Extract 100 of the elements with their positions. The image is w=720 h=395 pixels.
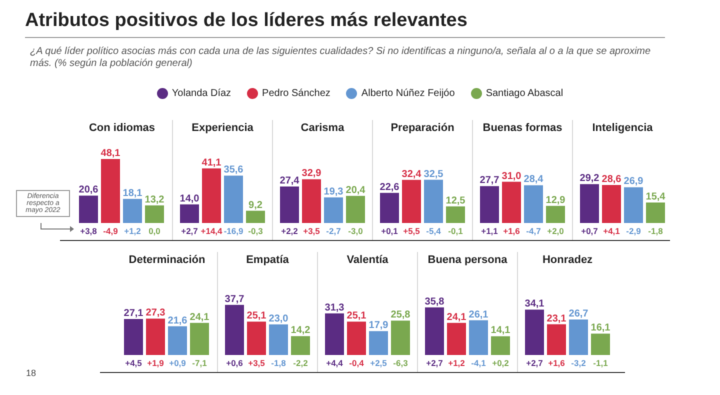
text: -2,2	[292, 358, 309, 368]
data-label: 25,1	[346, 310, 367, 322]
bar	[246, 210, 265, 223]
bar	[346, 196, 365, 223]
legend-label: Pedro Sánchez	[262, 88, 330, 99]
bar	[547, 324, 566, 355]
data-label: 18,1	[122, 188, 143, 199]
bar	[202, 168, 221, 223]
data-label: 27,7	[480, 175, 500, 186]
text: +0,6	[225, 358, 244, 368]
data-label: 20,4	[346, 184, 366, 196]
text: +0,7	[580, 226, 599, 236]
x-tick-label: Honradez	[542, 254, 593, 266]
bar	[646, 202, 665, 223]
data-label: 13,2	[144, 194, 165, 206]
text: -1,1	[592, 358, 609, 368]
bar	[369, 331, 388, 355]
bar	[380, 192, 399, 223]
x-tick-label: Con idiomas	[88, 122, 155, 134]
data-label: 28,4	[524, 174, 544, 186]
bar	[525, 310, 544, 355]
data-label: 15,4	[646, 192, 666, 203]
text: -4,9	[102, 226, 119, 236]
text: +1,2	[447, 358, 466, 368]
data-label: 31,3	[324, 302, 345, 314]
text: +1,1	[480, 226, 499, 236]
bar	[124, 318, 143, 355]
bar	[447, 322, 466, 355]
data-label: 16,1	[590, 322, 611, 334]
text: +2,7	[525, 358, 544, 368]
text: -7,1	[191, 358, 208, 368]
data-label: 25,8	[390, 310, 411, 321]
text: -3,2	[570, 358, 587, 368]
bar	[446, 206, 465, 223]
text: -1,8	[270, 358, 287, 368]
bar	[291, 336, 310, 355]
text: -6,3	[392, 358, 409, 368]
data-label: 14,1	[490, 325, 511, 336]
bar	[491, 336, 510, 355]
bar	[145, 205, 164, 223]
bar	[302, 179, 321, 223]
x-tick-label: Buena persona	[428, 254, 508, 266]
data-label: 27,3	[146, 308, 166, 319]
bar	[324, 197, 343, 223]
data-label: 9,2	[248, 200, 263, 211]
data-label: 12,9	[546, 194, 566, 206]
bar	[123, 198, 142, 223]
text: -4,1	[470, 358, 487, 368]
x-tick-label: Inteligencia	[592, 122, 653, 134]
x-tick-label: Buenas formas	[482, 122, 562, 134]
data-label: 35,8	[424, 296, 445, 308]
bar	[524, 185, 543, 223]
data-label: 48,1	[100, 148, 121, 159]
text: -0,3	[247, 226, 264, 236]
bar	[225, 304, 244, 355]
text: -5,4	[425, 226, 442, 236]
data-label: 35,6	[224, 164, 244, 176]
data-label: 26,9	[624, 176, 644, 188]
text: +1,9	[146, 358, 165, 368]
legend-label: Alberto Núñez Feijóo	[361, 88, 455, 99]
text: +2,7	[180, 226, 199, 236]
data-label: 26,7	[568, 308, 589, 320]
bar	[424, 180, 443, 223]
text: +2,2	[280, 226, 299, 236]
bar	[425, 307, 444, 355]
bar	[569, 319, 588, 355]
data-label: 25,1	[246, 310, 267, 322]
data-label: 23,0	[268, 313, 289, 324]
x-tick-label: Determinación	[128, 254, 206, 266]
data-label: 20,6	[78, 184, 99, 196]
data-label: 24,1	[190, 312, 210, 323]
bar	[591, 334, 610, 355]
text: -1,8	[647, 226, 664, 236]
text: +0,1	[380, 226, 399, 236]
data-label: 17,9	[368, 320, 389, 332]
data-label: 21,6	[168, 315, 188, 326]
text: ¿A qué líder político asocias más con cada una de las siguientes cualidades? Si no identificas a ninguno/a, señala al o a la que se aproxime más. (% según la población general)	[30, 46, 652, 70]
data-label: 29,2	[580, 173, 600, 184]
text: -0,4	[348, 358, 365, 368]
bar	[502, 182, 521, 223]
bar	[546, 206, 565, 223]
x-tick-label: Valentía	[346, 254, 388, 266]
data-label: 32,9	[302, 168, 322, 180]
bar	[247, 322, 266, 355]
data-label: 32,5	[424, 168, 444, 180]
data-label: 24,1	[446, 312, 467, 323]
bar	[469, 320, 488, 355]
text: -16,9	[224, 226, 244, 236]
text: +3,5	[247, 358, 266, 368]
x-tick-label: Empatía	[246, 254, 289, 266]
data-label: 32,4	[402, 168, 422, 180]
text: +4,1	[602, 226, 621, 236]
bar	[101, 159, 120, 223]
bar	[480, 186, 499, 223]
bar	[180, 204, 199, 223]
bar	[624, 187, 643, 223]
text: +3,5	[302, 226, 321, 236]
bar	[402, 180, 421, 223]
text: +1,6	[547, 358, 566, 368]
text: +4,4	[325, 358, 344, 368]
